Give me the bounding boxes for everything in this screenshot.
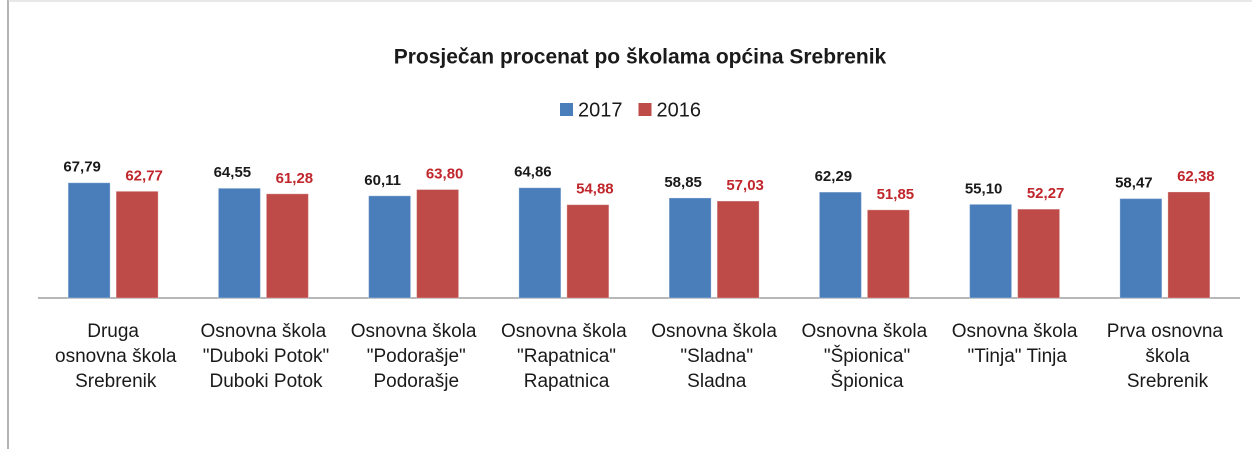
data-label: 62,77	[125, 167, 163, 184]
data-label: 62,29	[815, 168, 853, 185]
bar	[1119, 198, 1163, 299]
data-label: 52,27	[1027, 185, 1065, 202]
bar	[1167, 191, 1211, 299]
bar	[416, 189, 460, 299]
bar	[67, 182, 111, 299]
bar	[818, 191, 862, 299]
data-label: 63,80	[426, 166, 464, 183]
bar	[866, 209, 910, 299]
legend-label: 2017	[578, 99, 623, 121]
x-tick-label: Osnovna škola "Duboki Potok" Duboki Poto…	[197, 321, 329, 392]
x-tick-label: Osnovna škola "Špionica" Špionica	[802, 321, 928, 392]
x-tick-label: Osnovna škola "Rapatnica" Rapatnica	[501, 321, 627, 392]
data-label: 54,88	[576, 181, 614, 198]
x-tick-label: Prva osnovna škola Srebrenik	[1107, 321, 1224, 392]
data-label: 61,28	[276, 170, 314, 187]
x-tick-label: Osnovna škola "Podorašje" Podorašje	[351, 321, 477, 392]
legend-swatch	[638, 103, 652, 116]
x-tick-label: Druga osnovna škola Srebrenik	[50, 321, 177, 392]
bar	[969, 203, 1013, 299]
bar	[716, 200, 760, 299]
bar	[668, 197, 712, 299]
data-label: 57,03	[726, 177, 764, 194]
legend-swatch	[560, 103, 573, 116]
data-label: 60,11	[364, 172, 401, 189]
bar	[566, 204, 610, 299]
data-label: 51,85	[877, 186, 915, 203]
bar	[368, 195, 412, 299]
data-label: 62,38	[1177, 168, 1215, 185]
bar	[1017, 208, 1061, 299]
legend-label: 2016	[657, 99, 702, 121]
data-label: 64,86	[514, 164, 552, 181]
bar	[115, 190, 159, 299]
data-label: 58,47	[1115, 175, 1153, 192]
data-label: 58,85	[664, 174, 702, 191]
x-tick-label: Osnovna škola "Sladna" Sladna	[651, 321, 777, 392]
chart-title: Prosječan procenat po školama općina Sre…	[394, 46, 887, 69]
data-label: 55,10	[965, 180, 1003, 197]
data-label: 67,79	[63, 159, 101, 176]
x-tick-label: Osnovna škola "Tinja" Tinja	[952, 321, 1078, 367]
bar	[265, 193, 309, 299]
bar	[518, 187, 562, 299]
bar	[217, 187, 261, 299]
data-label: 64,55	[214, 164, 252, 181]
